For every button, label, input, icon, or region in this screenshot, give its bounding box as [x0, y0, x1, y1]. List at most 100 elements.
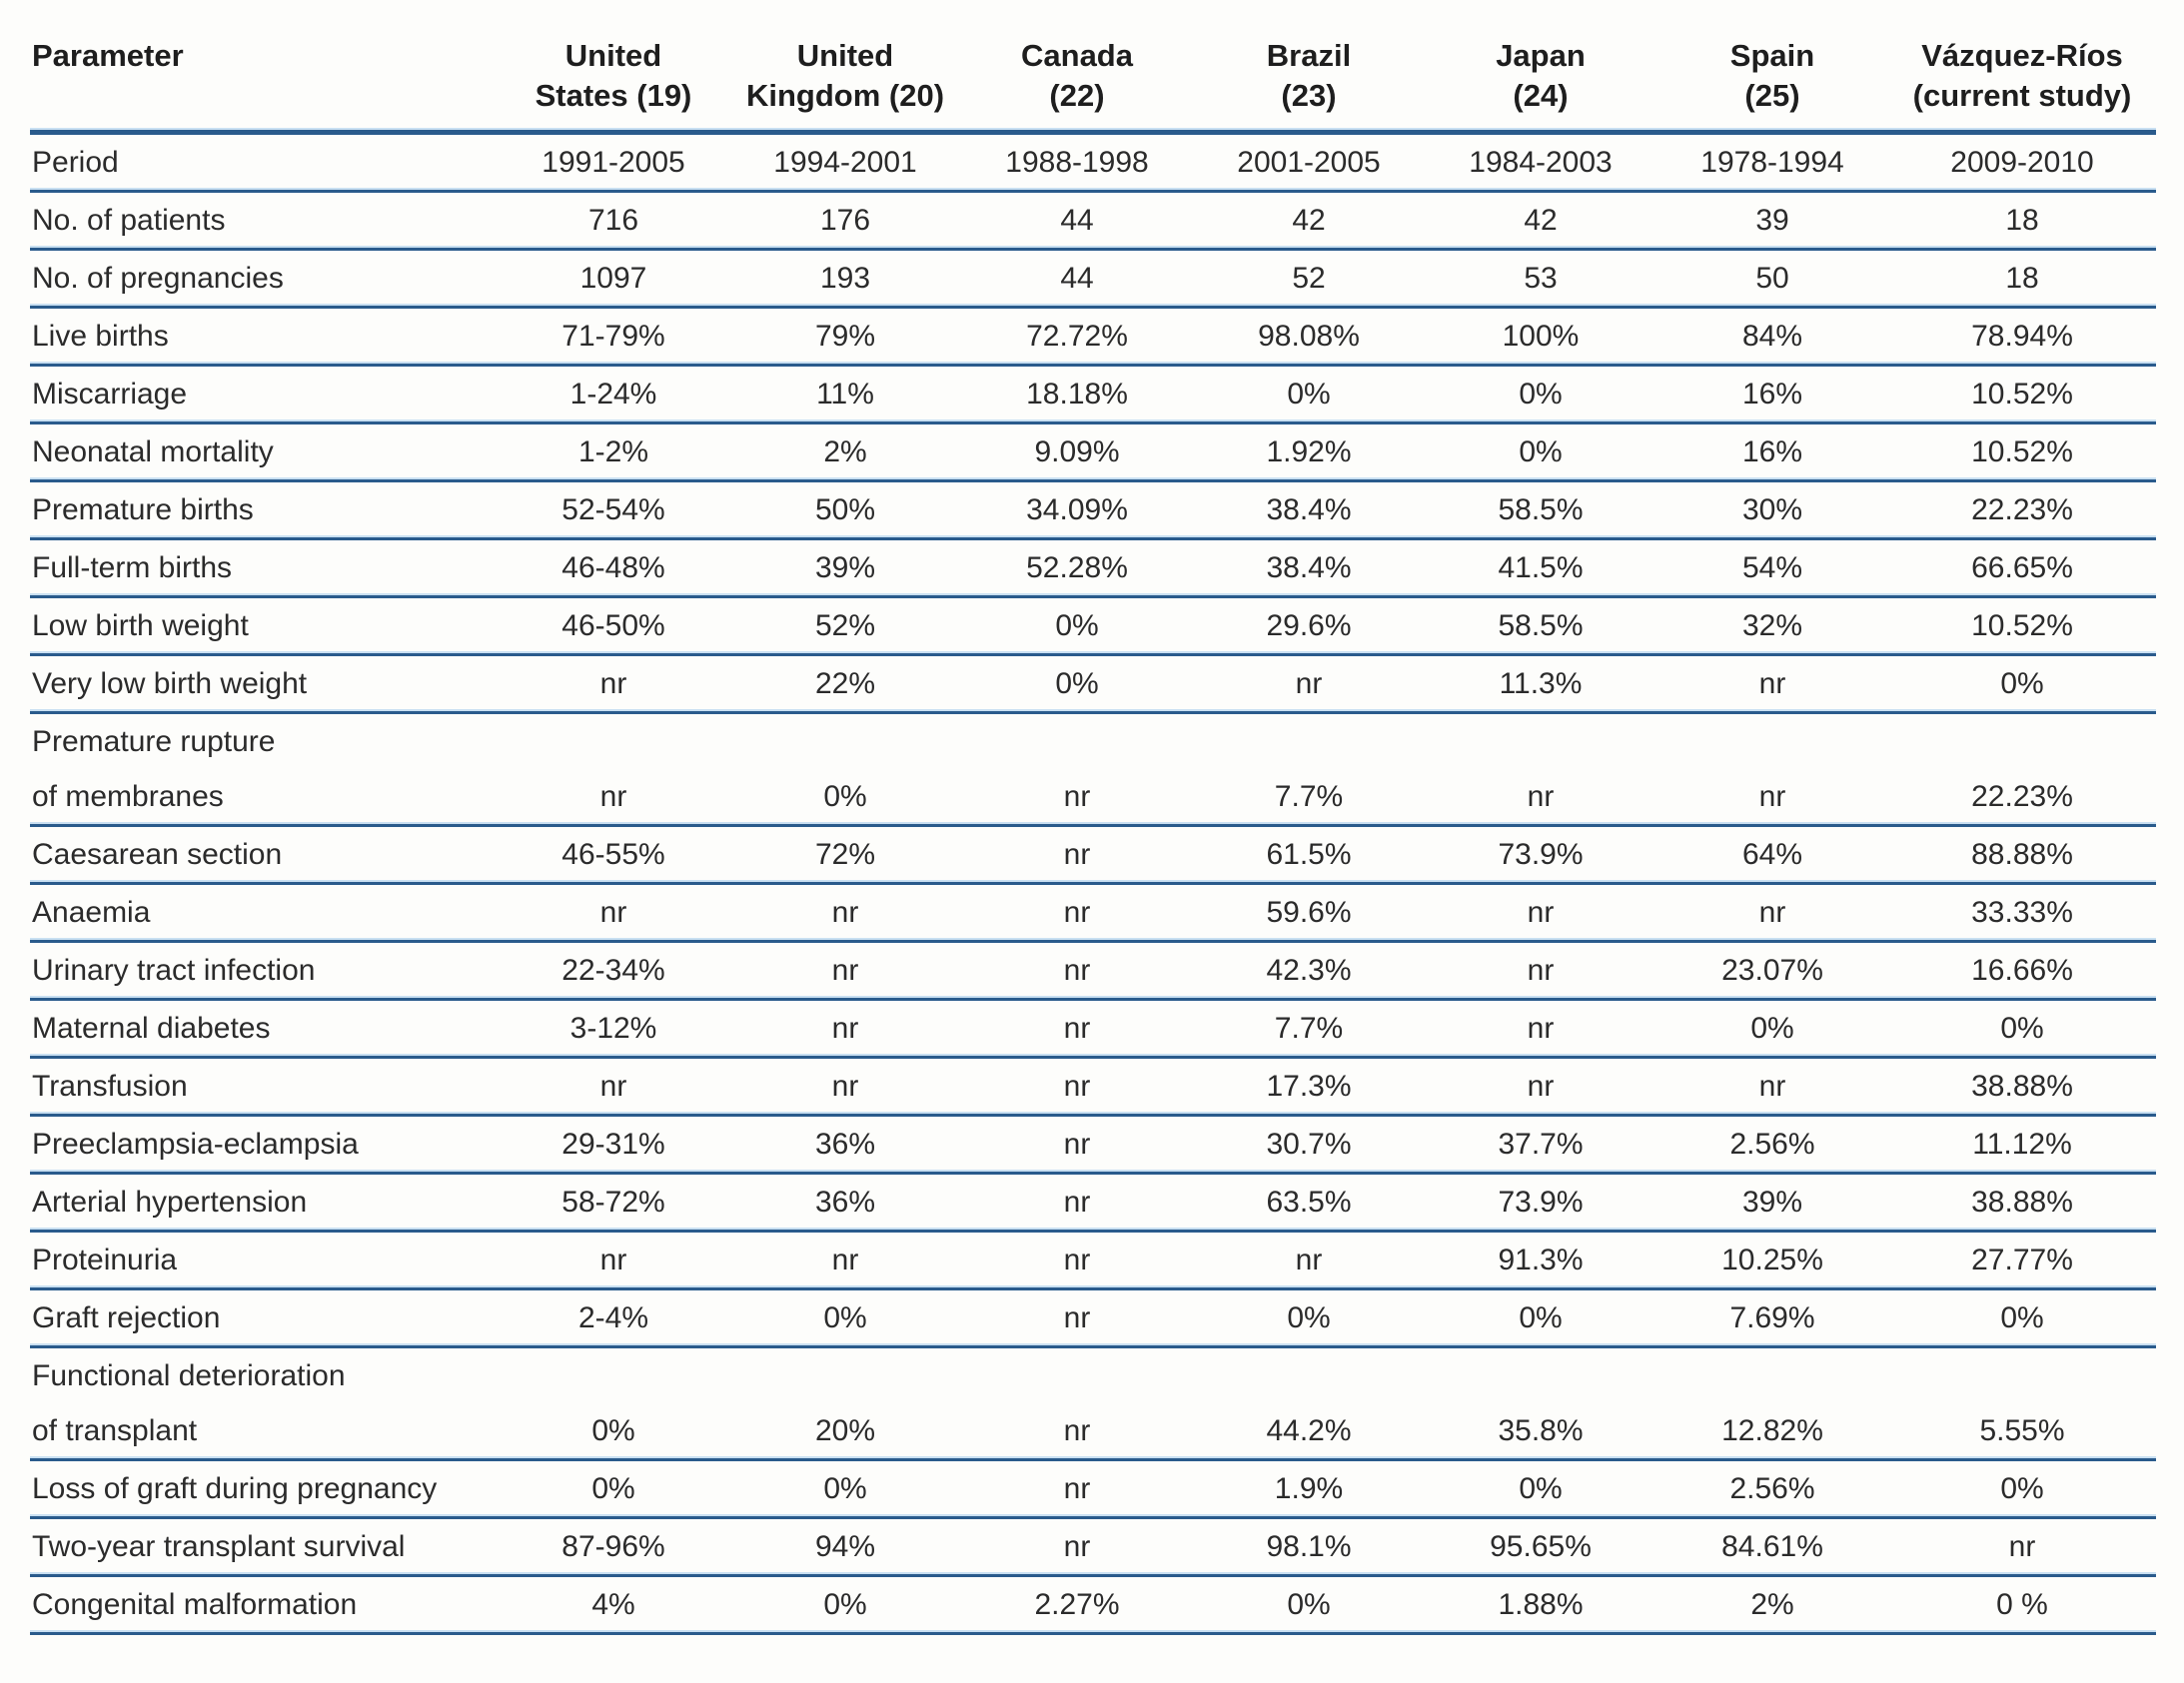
value-cell: 58-72%: [498, 1173, 729, 1233]
value-cell: 44: [961, 191, 1193, 251]
value-cell: 98.1%: [1193, 1517, 1425, 1577]
value-cell: 22.23%: [1888, 712, 2156, 827]
parameter-cell: Loss of graft during pregnancy: [30, 1459, 498, 1519]
value-cell: 58.5%: [1425, 480, 1656, 540]
table-row: Arterial hypertension 58-72% 36% nr 63.5% 73.…: [30, 1173, 2156, 1233]
column-header-label: (current study): [1912, 78, 2132, 113]
value-cell: 73.9%: [1425, 825, 1656, 885]
value-cell: nr: [961, 941, 1193, 1001]
parameter-label: Urinary tract infection: [32, 954, 316, 987]
parameter-label: Premature rupture: [32, 725, 276, 758]
parameter-cell: Caesarean section: [30, 825, 498, 885]
value-cell: nr: [1425, 941, 1656, 1001]
value-cell: 41.5%: [1425, 538, 1656, 598]
value-cell: 1978-1994: [1656, 132, 1888, 193]
table-row: Two-year transplant survival 87-96% 94% nr 9…: [30, 1517, 2156, 1577]
parameter-cell: Neonatal mortality: [30, 422, 498, 482]
value-cell: 78.94%: [1888, 307, 2156, 367]
parameter-cell: Very low birth weight: [30, 654, 498, 714]
header-row: Parameter United States (19) United King…: [30, 26, 2156, 135]
column-header-label: Kingdom (20): [745, 78, 945, 113]
value-cell: 0%: [729, 1288, 961, 1348]
parameter-label-line2: of membranes: [32, 780, 224, 813]
value-cell: nr: [498, 1057, 729, 1117]
value-cell: 59.6%: [1193, 883, 1425, 943]
parameter-label: Congenital malformation: [32, 1588, 358, 1621]
value-cell: 35.8%: [1425, 1346, 1656, 1461]
parameter-cell: No. of pregnancies: [30, 249, 498, 309]
value-cell: nr: [498, 654, 729, 714]
value-cell: nr: [1425, 883, 1656, 943]
value-cell: 84.61%: [1656, 1517, 1888, 1577]
value-cell: 94%: [729, 1517, 961, 1577]
table-row: Anaemia nr nr nr 59.6% nr nr 33.33%: [30, 883, 2156, 943]
value-cell: nr: [729, 941, 961, 1001]
value-cell: 36%: [729, 1173, 961, 1233]
value-cell: 2009-2010: [1888, 132, 2156, 193]
table-row: Functional deterioration of transplant 0% 2…: [30, 1346, 2156, 1461]
value-cell: nr: [729, 999, 961, 1059]
value-cell: 11%: [729, 365, 961, 424]
value-cell: 61.5%: [1193, 825, 1425, 885]
value-cell: 46-48%: [498, 538, 729, 598]
value-cell: 2-4%: [498, 1288, 729, 1348]
parameter-cell: Transfusion: [30, 1057, 498, 1117]
value-cell: 72%: [729, 825, 961, 885]
value-cell: 0%: [1425, 365, 1656, 424]
parameter-cell: Graft rejection: [30, 1288, 498, 1348]
column-header-label: United: [796, 38, 894, 73]
value-cell: nr: [1425, 1057, 1656, 1117]
value-cell: 7.7%: [1193, 999, 1425, 1059]
value-cell: 30%: [1656, 480, 1888, 540]
value-cell: 0%: [729, 1575, 961, 1635]
value-cell: 176: [729, 191, 961, 251]
value-cell: 2.56%: [1656, 1115, 1888, 1175]
value-cell: 9.09%: [961, 422, 1193, 482]
value-cell: nr: [961, 1057, 1193, 1117]
value-cell: 2.27%: [961, 1575, 1193, 1635]
parameter-cell: Proteinuria: [30, 1231, 498, 1290]
value-cell: 22-34%: [498, 941, 729, 1001]
value-cell: 10.52%: [1888, 422, 2156, 482]
value-cell: nr: [961, 883, 1193, 943]
parameter-cell: Full-term births: [30, 538, 498, 598]
value-cell: 0%: [729, 712, 961, 827]
value-cell: nr: [961, 1173, 1193, 1233]
value-cell: 79%: [729, 307, 961, 367]
value-cell: 16.66%: [1888, 941, 2156, 1001]
parameter-cell: Functional deterioration of transplant: [30, 1346, 498, 1461]
value-cell: 10.52%: [1888, 365, 2156, 424]
parameter-label: Arterial hypertension: [32, 1186, 308, 1219]
table-row: Graft rejection 2-4% 0% nr 0% 0% 7.69% 0%: [30, 1288, 2156, 1348]
value-cell: 0%: [498, 1346, 729, 1461]
value-cell: 0%: [1656, 999, 1888, 1059]
table-row: Urinary tract infection 22-34% nr nr 42.3% nr…: [30, 941, 2156, 1001]
value-cell: 42.3%: [1193, 941, 1425, 1001]
parameter-label: No. of pregnancies: [32, 262, 284, 295]
column-header-spain: Spain (25): [1656, 26, 1888, 135]
value-cell: 10.52%: [1888, 596, 2156, 656]
value-cell: nr: [961, 1517, 1193, 1577]
value-cell: 193: [729, 249, 961, 309]
value-cell: 1.9%: [1193, 1459, 1425, 1519]
value-cell: 42: [1193, 191, 1425, 251]
parameter-cell: Anaemia: [30, 883, 498, 943]
value-cell: nr: [498, 883, 729, 943]
value-cell: 16%: [1656, 365, 1888, 424]
value-cell: 50: [1656, 249, 1888, 309]
value-cell: 0%: [1888, 1288, 2156, 1348]
value-cell: 11.12%: [1888, 1115, 2156, 1175]
column-header-current-study: Vázquez-Ríos (current study): [1888, 26, 2156, 135]
value-cell: 11.3%: [1425, 654, 1656, 714]
value-cell: 0 %: [1888, 1575, 2156, 1635]
value-cell: 37.7%: [1425, 1115, 1656, 1175]
parameter-label: No. of patients: [32, 204, 226, 237]
table-row: Caesarean section 46-55% 72% nr 61.5% 73.9% 64…: [30, 825, 2156, 885]
table-row: Miscarriage 1-24% 11% 18.18% 0% 0% 16% 10.52%: [30, 365, 2156, 424]
value-cell: 18: [1888, 191, 2156, 251]
parameter-label: Loss of graft during pregnancy: [32, 1472, 438, 1505]
value-cell: 33.33%: [1888, 883, 2156, 943]
parameter-label: Anaemia: [32, 896, 151, 929]
value-cell: 1991-2005: [498, 132, 729, 193]
value-cell: 27.77%: [1888, 1231, 2156, 1290]
